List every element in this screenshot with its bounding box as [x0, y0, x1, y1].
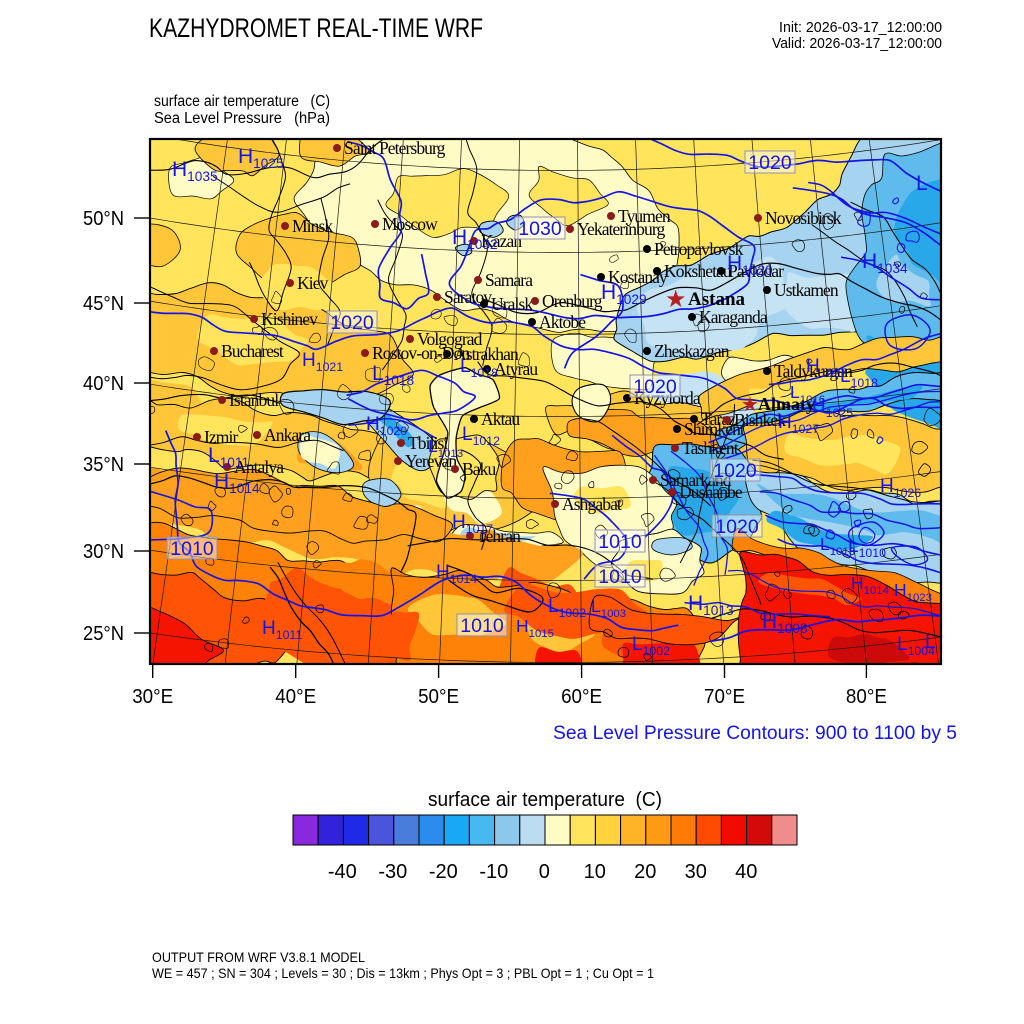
svg-text:80°E: 80°E [846, 686, 887, 708]
svg-text:Kazan: Kazan [481, 231, 522, 251]
svg-text:1020: 1020 [633, 376, 677, 398]
svg-text:Astana: Astana [688, 289, 746, 310]
svg-text:Astrakhan: Astrakhan [454, 344, 519, 364]
svg-text:35°N: 35°N [83, 454, 124, 476]
svg-text:Volgograd: Volgograd [417, 329, 483, 349]
svg-text:Kishinev: Kishinev [261, 309, 318, 329]
svg-text:Atyrau: Atyrau [494, 359, 538, 379]
svg-text:1020: 1020 [330, 312, 374, 334]
svg-text:Sea Level Pressure Contours: 9: Sea Level Pressure Contours: 900 to 1100… [553, 723, 957, 744]
svg-text:H1032: H1032 [452, 226, 498, 252]
svg-text:-30: -30 [378, 861, 407, 883]
svg-text:Taldykurgan: Taldykurgan [774, 361, 853, 381]
svg-text:Pavlodar: Pavlodar [728, 261, 784, 281]
svg-text:Samarkand: Samarkand [660, 470, 732, 490]
svg-text:L: L [916, 172, 928, 195]
svg-text:L: L [925, 632, 936, 653]
svg-text:40: 40 [735, 861, 757, 883]
svg-text:40°N: 40°N [83, 373, 124, 395]
svg-text:Yerevan: Yerevan [405, 451, 457, 471]
svg-text:Zheskazgan: Zheskazgan [654, 341, 730, 361]
svg-text:Dushanbe: Dushanbe [679, 482, 743, 502]
svg-text:OUTPUT FROM WRF V3.8.1 MODEL: OUTPUT FROM WRF V3.8.1 MODEL [152, 949, 365, 965]
svg-text:1020: 1020 [748, 152, 792, 174]
svg-text:1010: 1010 [170, 538, 214, 560]
svg-text:50°E: 50°E [418, 686, 459, 708]
svg-text:-20: -20 [429, 861, 458, 883]
svg-text:10: 10 [584, 861, 606, 883]
svg-text:1010: 1010 [460, 615, 504, 637]
svg-text:Antalya: Antalya [234, 457, 284, 477]
svg-text:45°N: 45°N [83, 293, 124, 315]
svg-text:Valid: 2026-03-17_12:00:00: Valid: 2026-03-17_12:00:00 [772, 35, 942, 52]
svg-text:Init: 2026-03-17_12:00:00: Init: 2026-03-17_12:00:00 [779, 19, 942, 36]
svg-text:L1012: L1012 [462, 424, 500, 448]
svg-text:Kiev: Kiev [297, 273, 329, 293]
svg-text:Baku: Baku [462, 459, 496, 479]
svg-text:1010: 1010 [598, 566, 642, 588]
svg-text:Tyumen: Tyumen [618, 206, 671, 226]
svg-text:Ustkamen: Ustkamen [774, 280, 839, 300]
svg-text:1020: 1020 [713, 460, 757, 482]
svg-text:Sea Level Pressure (hPa): Sea Level Pressure (hPa) [154, 110, 330, 127]
svg-text:40°E: 40°E [275, 686, 316, 708]
svg-text:Ankara: Ankara [264, 425, 311, 445]
svg-text:1030: 1030 [518, 218, 562, 240]
svg-text:Uralsk: Uralsk [491, 294, 533, 314]
svg-text:Tashkent: Tashkent [682, 438, 739, 458]
svg-text:Bucharest: Bucharest [221, 341, 284, 361]
svg-text:Aktobe: Aktobe [539, 312, 586, 332]
svg-text:Tehran: Tehran [477, 526, 521, 546]
svg-text:surface air temperature (C): surface air temperature (C) [154, 93, 330, 110]
svg-text:surface air temperature (C): surface air temperature (C) [428, 789, 662, 811]
svg-text:0: 0 [539, 861, 550, 883]
svg-text:20: 20 [634, 861, 656, 883]
svg-text:-10: -10 [479, 861, 508, 883]
svg-text:Shimkent: Shimkent [684, 419, 745, 439]
svg-text:Saint Petersburg: Saint Petersburg [344, 138, 446, 158]
svg-text:Petropavlovsk: Petropavlovsk [654, 239, 744, 259]
svg-text:Minsk: Minsk [292, 216, 333, 236]
svg-text:Ashgabat: Ashgabat [562, 494, 622, 514]
svg-text:30: 30 [685, 861, 707, 883]
svg-text:Kyzylorda: Kyzylorda [634, 388, 701, 408]
svg-text:60°E: 60°E [561, 686, 602, 708]
svg-text:Almaty: Almaty [758, 394, 815, 414]
svg-text:Aktau: Aktau [481, 409, 520, 429]
svg-text:Bishkek: Bishkek [734, 410, 786, 430]
svg-text:1020: 1020 [715, 516, 759, 538]
svg-text:Novosibirsk: Novosibirsk [765, 208, 842, 228]
svg-text:Yekaterinburg: Yekaterinburg [577, 219, 665, 239]
svg-text:Izmir: Izmir [204, 427, 238, 447]
svg-text:Istanbul: Istanbul [229, 390, 279, 410]
svg-text:Rostov-on-Don: Rostov-on-Don [372, 343, 470, 363]
svg-text:WE = 457 ; SN = 304 ; Levels =: WE = 457 ; SN = 304 ; Levels = 30 ; Dis … [152, 965, 654, 981]
svg-text:Samara: Samara [485, 270, 533, 290]
svg-text:★: ★ [741, 394, 759, 416]
svg-text:Tbilisi: Tbilisi [408, 433, 448, 453]
svg-text:70°E: 70°E [704, 686, 745, 708]
svg-text:Taraz: Taraz [701, 409, 736, 429]
svg-text:-40: -40 [328, 861, 357, 883]
svg-text:Karaganda: Karaganda [699, 307, 768, 327]
svg-text:Kokshetau: Kokshetau [664, 261, 732, 281]
svg-text:Moscow: Moscow [382, 214, 438, 234]
svg-text:30°N: 30°N [83, 541, 124, 563]
svg-text:KAZHYDROMET REAL-TIME WRF: KAZHYDROMET REAL-TIME WRF [149, 13, 483, 43]
svg-text:1010: 1010 [598, 531, 642, 553]
svg-text:★: ★ [665, 287, 687, 313]
svg-text:25°N: 25°N [83, 623, 124, 645]
svg-text:Orenburg: Orenburg [542, 291, 603, 311]
svg-text:50°N: 50°N [83, 208, 124, 230]
svg-text:30°E: 30°E [132, 686, 173, 708]
